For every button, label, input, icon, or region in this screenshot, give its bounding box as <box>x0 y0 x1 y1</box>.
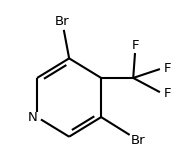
Text: Br: Br <box>130 134 145 147</box>
Text: Br: Br <box>55 15 69 28</box>
Text: F: F <box>131 39 139 52</box>
Text: N: N <box>28 111 37 124</box>
Text: F: F <box>164 62 171 75</box>
Text: F: F <box>164 87 171 100</box>
